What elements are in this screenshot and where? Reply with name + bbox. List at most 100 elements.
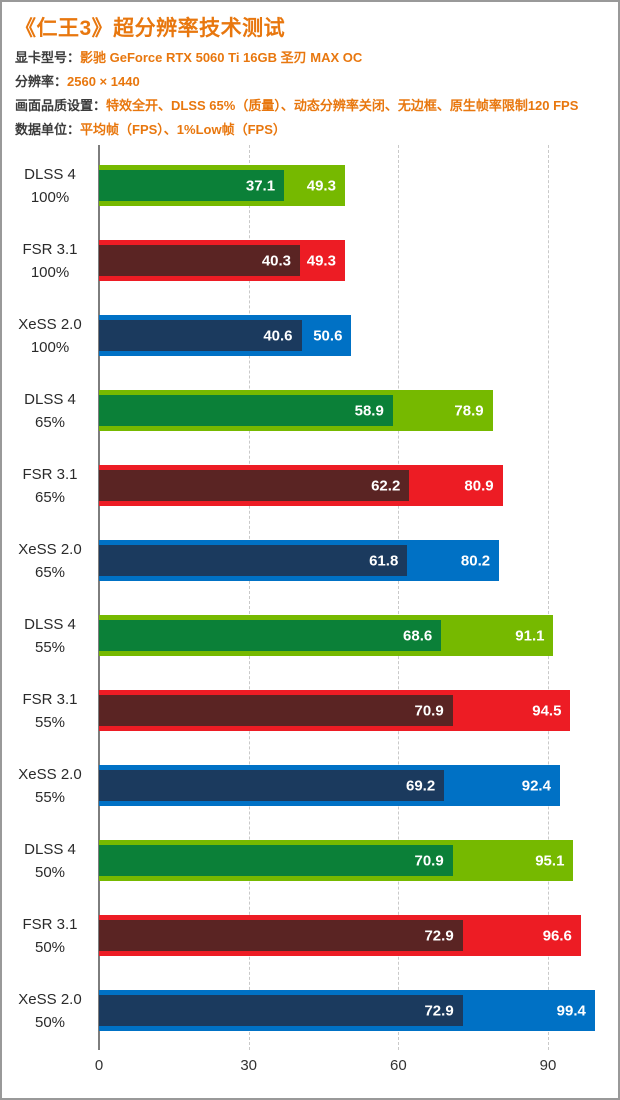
low-bar: 37.1 — [99, 170, 285, 201]
low-bar: 69.2 — [99, 770, 445, 801]
avg-bar: 70.9 95.1 — [99, 840, 574, 881]
category-tech-name: DLSS 4 — [24, 840, 76, 858]
bar-row: 40.6 50.6 — [99, 315, 612, 356]
low-value-label: 61.8 — [369, 552, 399, 569]
gridline — [547, 145, 549, 1050]
bar-row: 68.6 91.1 — [99, 615, 612, 656]
info-value: 2560 × 1440 — [67, 74, 140, 89]
category-label: XeSS 2.0 65% — [4, 538, 96, 583]
low-bar: 62.2 — [99, 470, 410, 501]
avg-bar: 58.9 78.9 — [99, 390, 493, 431]
low-bar: 40.3 — [99, 245, 301, 276]
low-bar: 61.8 — [99, 545, 408, 576]
bar-row: 70.9 95.1 — [99, 840, 612, 881]
info-label: 分辨率： — [15, 74, 68, 89]
avg-value-label: 50.6 — [313, 327, 343, 344]
gridline — [248, 145, 250, 1050]
avg-bar: 40.6 50.6 — [99, 315, 352, 356]
low-value-label: 58.9 — [354, 402, 384, 419]
category-scale: 65% — [34, 413, 66, 431]
low-value-label: 70.9 — [414, 852, 444, 869]
avg-value-label: 80.2 — [460, 552, 491, 569]
avg-value-label: 49.3 — [306, 252, 336, 269]
bar-row: 70.9 94.5 — [99, 690, 612, 731]
avg-value-label: 96.6 — [542, 927, 572, 944]
category-scale: 100% — [30, 188, 70, 206]
category-tech-name: DLSS 4 — [24, 615, 76, 633]
low-bar: 40.6 — [99, 320, 302, 351]
x-axis: 0 30 60 90 — [95, 1057, 612, 1081]
x-tick-label: 90 — [539, 1057, 557, 1074]
info-line: 画面品质设置：特效全开、DLSS 65%（质量）、动态分辨率关闭、无边框、原生帧… — [15, 94, 611, 118]
low-bar: 72.9 — [99, 995, 463, 1026]
bar-row: 37.1 49.3 — [99, 165, 612, 206]
x-tick-label: 60 — [389, 1057, 407, 1074]
low-value-label: 68.6 — [403, 627, 433, 644]
category-label: FSR 3.1 100% — [4, 238, 96, 283]
info-line: 数据单位：平均帧（FPS）、1%Low帧（FPS） — [15, 118, 611, 142]
category-scale: 65% — [34, 563, 66, 581]
category-label: FSR 3.1 65% — [4, 463, 96, 508]
category-tech-name: XeSS 2.0 — [18, 765, 82, 783]
low-value-label: 72.9 — [424, 1002, 454, 1019]
avg-value-label: 94.5 — [532, 702, 562, 719]
category-label: XeSS 2.0 50% — [4, 988, 96, 1033]
low-value-label: 40.6 — [263, 327, 293, 344]
x-tick-label: 0 — [94, 1057, 104, 1074]
category-tech-name: XeSS 2.0 — [18, 540, 82, 558]
category-scale: 50% — [34, 1013, 66, 1031]
category-scale: 55% — [34, 788, 66, 806]
category-label: XeSS 2.0 100% — [4, 313, 96, 358]
gridline — [398, 145, 400, 1050]
avg-bar: 40.3 49.3 — [99, 240, 345, 281]
category-scale: 100% — [30, 263, 70, 281]
low-value-label: 62.2 — [371, 477, 401, 494]
category-scale: 50% — [34, 938, 66, 956]
category-label: FSR 3.1 55% — [4, 688, 96, 733]
category-tech-name: XeSS 2.0 — [18, 315, 82, 333]
category-tech-name: DLSS 4 — [24, 390, 76, 408]
x-tick-label: 30 — [240, 1057, 257, 1074]
info-value: 特效全开、DLSS 65%（质量）、动态分辨率关闭、无边框、原生帧率限制120 … — [106, 98, 579, 113]
bar-row: 62.2 80.9 — [99, 465, 612, 506]
category-tech-name: FSR 3.1 — [22, 690, 78, 708]
low-bar: 70.9 — [99, 695, 453, 726]
category-label: DLSS 4 100% — [4, 163, 96, 208]
info-value: 平均帧（FPS）、1%Low帧（FPS） — [80, 122, 286, 137]
page-title: 《仁王3》超分辨率技术测试 — [15, 17, 286, 40]
low-value-label: 37.1 — [245, 177, 276, 194]
category-scale: 100% — [30, 338, 70, 356]
avg-bar: 69.2 92.4 — [99, 765, 560, 806]
avg-bar: 68.6 91.1 — [99, 615, 554, 656]
low-bar: 68.6 — [99, 620, 442, 651]
info-line: 显卡型号：影驰 GeForce RTX 5060 Ti 16GB 圣刃 MAX … — [15, 46, 611, 70]
info-label: 数据单位： — [15, 122, 81, 137]
low-bar: 72.9 — [99, 920, 463, 951]
category-scale: 50% — [34, 863, 66, 881]
avg-bar: 62.2 80.9 — [99, 465, 503, 506]
bar-row: 58.9 78.9 — [99, 390, 612, 431]
category-scale: 55% — [34, 713, 66, 731]
category-label: DLSS 4 50% — [4, 838, 96, 883]
info-line: 分辨率：2560 × 1440 — [15, 70, 611, 94]
category-tech-name: XeSS 2.0 — [18, 990, 82, 1008]
category-label: XeSS 2.0 55% — [4, 763, 96, 808]
category-tech-name: FSR 3.1 — [22, 915, 78, 933]
info-value: 影驰 GeForce RTX 5060 Ti 16GB 圣刃 MAX OC — [80, 50, 363, 65]
low-bar: 58.9 — [99, 395, 393, 426]
low-value-label: 69.2 — [406, 777, 436, 794]
category-tech-name: FSR 3.1 — [22, 465, 78, 483]
avg-bar: 37.1 49.3 — [99, 165, 345, 206]
avg-value-label: 78.9 — [454, 402, 484, 419]
bar-row: 72.9 99.4 — [99, 990, 612, 1031]
low-value-label: 72.9 — [424, 927, 454, 944]
info-label: 显卡型号： — [15, 50, 81, 65]
avg-bar: 61.8 80.2 — [99, 540, 500, 581]
avg-bar: 72.9 99.4 — [99, 990, 595, 1031]
category-tech-name: DLSS 4 — [24, 165, 76, 183]
low-value-label: 70.9 — [414, 702, 444, 719]
avg-value-label: 91.1 — [515, 627, 545, 644]
category-scale: 55% — [34, 638, 66, 656]
avg-value-label: 49.3 — [306, 177, 336, 194]
